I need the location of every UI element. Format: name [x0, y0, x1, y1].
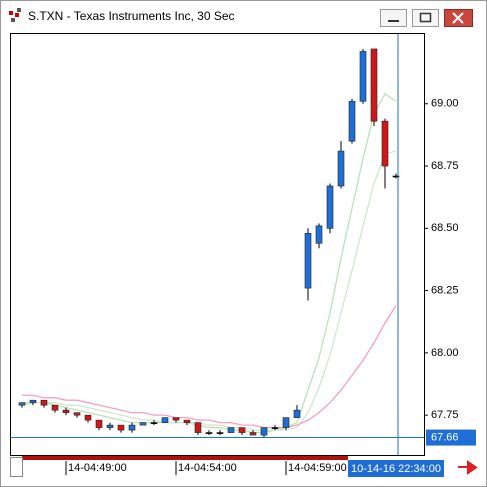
- y-tick-label: 68.75: [431, 160, 459, 172]
- candle-body: [62, 409, 70, 413]
- candle-body: [359, 51, 367, 102]
- moving-average-line: [22, 150, 397, 431]
- last-price-label: 67.66: [431, 431, 459, 443]
- window-title: S.TXN - Texas Instruments Inc, 30 Sec: [28, 9, 235, 23]
- minimize-button[interactable]: [380, 9, 407, 27]
- plot-area: [10, 33, 425, 456]
- cursor-label: 10-14-16 22:34:00: [351, 463, 441, 475]
- candle-body: [260, 427, 268, 436]
- candle-body: [216, 432, 224, 434]
- moving-average-line: [21, 92, 397, 434]
- candle-body: [282, 417, 290, 428]
- cursor-label-box: [348, 460, 444, 477]
- candle-body: [150, 422, 158, 424]
- candle-body: [348, 100, 356, 142]
- candle-body: [73, 412, 81, 416]
- y-tick-label: 68.25: [431, 284, 459, 296]
- candle-body: [194, 422, 202, 433]
- y-tick-label: 67.75: [431, 409, 459, 421]
- candle-body: [161, 417, 169, 423]
- x-tick-label: 14-04:59:00: [288, 462, 347, 474]
- candle-body: [392, 175, 400, 178]
- candle-body: [51, 404, 59, 411]
- candle-body: [29, 399, 37, 403]
- close-button[interactable]: [444, 9, 473, 27]
- candle-body: [205, 432, 213, 434]
- candle-body: [18, 402, 26, 406]
- maximize-button[interactable]: [412, 9, 439, 27]
- candle-body: [183, 419, 191, 423]
- candle-body: [172, 417, 180, 421]
- x-tick-label: 14-04:54:00: [178, 462, 237, 474]
- last-price-box: [426, 429, 476, 446]
- moving-average-line: [22, 305, 397, 429]
- candle-body: [381, 120, 389, 167]
- candle-body: [106, 424, 114, 428]
- candle-body: [95, 419, 103, 428]
- scroll-box[interactable]: [10, 457, 23, 477]
- x-tick-label: 14-04:49:00: [68, 462, 127, 474]
- candle-body: [337, 150, 345, 187]
- chart-layer: 67.75 68.00 68.25 68.50 68.75 69.00 14-04:49:0…: [11, 34, 476, 477]
- candle-body: [139, 422, 147, 426]
- candle-body: [117, 424, 125, 431]
- candle-body: [238, 427, 246, 433]
- candle-body: [315, 225, 323, 244]
- candle-body: [326, 185, 334, 229]
- candle-body: [128, 424, 136, 431]
- candle-body: [227, 427, 235, 433]
- scroll-strip: [22, 456, 348, 460]
- scroll-right-arrow[interactable]: [458, 460, 478, 475]
- candle-body: [304, 232, 312, 289]
- y-tick-label: 68.00: [431, 347, 459, 359]
- app-icon: [9, 8, 21, 22]
- candle-body: [370, 48, 378, 122]
- candle-body: [84, 414, 92, 421]
- y-tick-label: 68.50: [431, 222, 459, 234]
- y-tick-label: 69.00: [431, 98, 459, 110]
- candle-body: [293, 409, 301, 418]
- candle-body: [40, 399, 48, 406]
- candle-body: [249, 432, 257, 436]
- candle-body: [271, 427, 279, 429]
